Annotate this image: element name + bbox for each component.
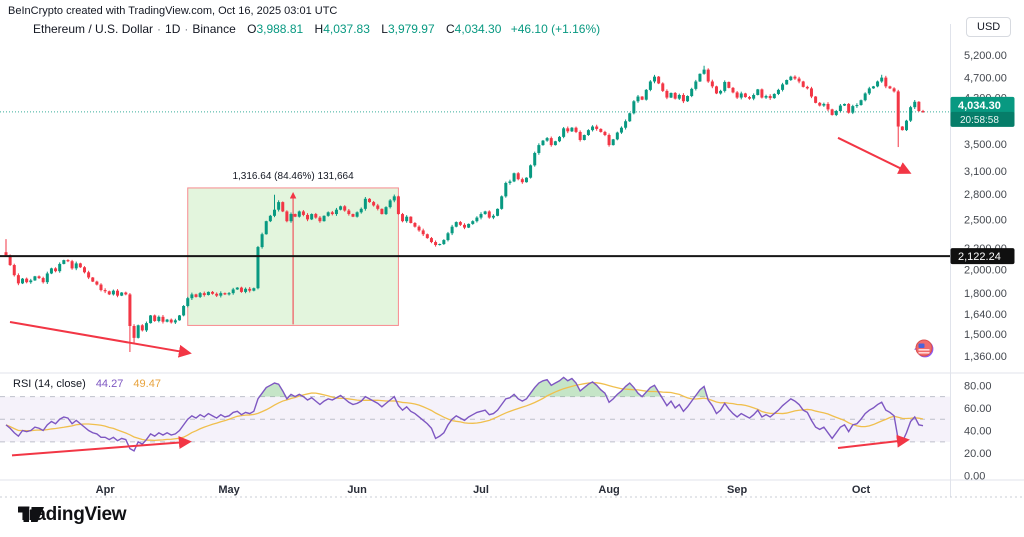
svg-text:Aug: Aug: [598, 484, 619, 496]
symbol-name[interactable]: Ethereum / U.S. Dollar: [33, 22, 154, 36]
svg-text:20:58:58: 20:58:58: [960, 115, 999, 126]
svg-text:2,500.00: 2,500.00: [964, 214, 1007, 226]
trend-arrows-price[interactable]: [9, 136, 912, 358]
rsi-pane: [0, 376, 950, 452]
svg-text:0.00: 0.00: [964, 471, 985, 483]
rsi-title[interactable]: RSI (14, close): [13, 378, 86, 390]
svg-text:5,200.00: 5,200.00: [964, 50, 1007, 62]
current-price-badge: 4,034.30 20:58:58: [950, 96, 1015, 127]
rsi-ma-line: [5, 381, 924, 442]
rsi-ma-value: 49.47: [133, 378, 161, 390]
level-price-badge: 2,122.24: [950, 248, 1015, 265]
close-label: C: [446, 22, 455, 36]
svg-text:Jul: Jul: [473, 484, 489, 496]
high-label: H: [314, 22, 324, 36]
close-value: 4,034.30: [454, 22, 502, 36]
exchange-label: Binance: [192, 22, 236, 36]
time-axis[interactable]: Apr May Jun Jul Aug Sep Oct: [96, 484, 871, 496]
svg-text:2,122.24: 2,122.24: [958, 251, 1001, 263]
svg-text:4,700.00: 4,700.00: [964, 73, 1007, 85]
svg-text:3,500.00: 3,500.00: [964, 139, 1007, 151]
legend-separator: ·: [184, 22, 189, 36]
svg-text:Oct: Oct: [852, 484, 871, 496]
svg-text:Apr: Apr: [96, 484, 116, 496]
interval-label[interactable]: 1D: [165, 22, 181, 36]
svg-text:1,500.00: 1,500.00: [964, 329, 1007, 341]
currency-toggle-button[interactable]: USD: [966, 17, 1012, 37]
rsi-line: [5, 376, 924, 452]
svg-text:1,800.00: 1,800.00: [964, 288, 1007, 300]
legend-separator: ·: [157, 22, 162, 36]
svg-text:1,360.00: 1,360.00: [964, 351, 1007, 363]
rsi-legend: RSI (14, close) 44.27 49.47: [13, 378, 161, 390]
open-label: O: [247, 22, 257, 36]
svg-text:1,640.00: 1,640.00: [964, 309, 1007, 321]
rsi-value: 44.27: [95, 378, 124, 390]
high-value: 4,037.83: [323, 22, 370, 36]
candles: [4, 65, 925, 353]
tradingview-logo-icon: [18, 507, 44, 522]
svg-text:Jun: Jun: [347, 484, 367, 496]
low-value: 3,979.97: [387, 22, 435, 36]
change-value: +46.10 (+1.16%): [510, 22, 601, 36]
svg-text:20.00: 20.00: [964, 448, 992, 460]
open-value: 3,988.81: [256, 22, 304, 36]
svg-text:1,316.64 (84.46%) 131,664: 1,316.64 (84.46%) 131,664: [232, 171, 354, 182]
range-box-drawing[interactable]: 1,316.64 (84.46%) 131,664: [187, 171, 399, 326]
symbol-legend: Ethereum / U.S. Dollar · 1D · Binance O3,988…: [33, 22, 600, 36]
tradingview-logo[interactable]: TradingView: [18, 504, 127, 526]
svg-text:3,100.00: 3,100.00: [964, 166, 1007, 178]
attribution-text: BeInCrypto created with TradingView.com,…: [8, 5, 338, 17]
svg-text:4,034.30: 4,034.30: [958, 100, 1001, 112]
price-axis[interactable]: 5,200.004,700.004,300.003,500.003,100.00…: [964, 50, 1007, 363]
rsi-axis[interactable]: 80.00 60.00 40.00 20.00 0.00: [964, 380, 992, 482]
low-label: L: [381, 22, 388, 36]
svg-text:2,800.00: 2,800.00: [964, 189, 1007, 201]
svg-text:40.00: 40.00: [964, 426, 992, 438]
trend-arrows-rsi[interactable]: [11, 434, 910, 457]
svg-text:2,000.00: 2,000.00: [964, 264, 1007, 276]
svg-text:May: May: [218, 484, 240, 496]
svg-text:80.00: 80.00: [964, 380, 992, 392]
tradingview-logo-text: TradingView: [18, 504, 127, 525]
svg-text:Sep: Sep: [727, 484, 747, 496]
svg-text:60.00: 60.00: [964, 403, 992, 415]
flag-emoji-sticker-icon[interactable]: [913, 338, 935, 360]
